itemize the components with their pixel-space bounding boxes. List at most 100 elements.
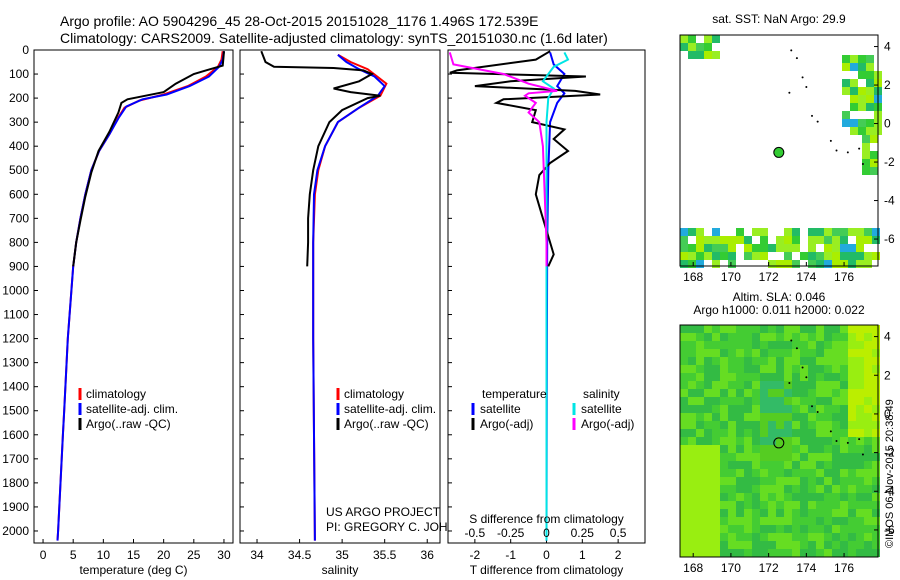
sla-cell (736, 493, 744, 501)
sla-cell (832, 325, 840, 333)
sla-cell (832, 389, 840, 397)
sla-cell (872, 525, 880, 533)
sst_map-frame (679, 34, 879, 267)
sst-cell (744, 252, 752, 260)
depth-tick-label: 1100 (3, 308, 29, 322)
sla-cell (856, 405, 864, 413)
sla-cell (816, 429, 824, 437)
sla-cell (688, 341, 696, 349)
sla-cell (776, 525, 784, 533)
sla-cell (776, 485, 784, 493)
sla-cell (680, 397, 688, 405)
sla-cell (736, 429, 744, 437)
sla-cell (816, 381, 824, 389)
sla-cell (864, 341, 872, 349)
sla-cell (760, 405, 768, 413)
sla-cell (816, 397, 824, 405)
sla-cell (704, 549, 712, 557)
sla-cell (744, 469, 752, 477)
sla-cell (736, 413, 744, 421)
sst-cell (704, 236, 712, 244)
sla-cell (728, 325, 736, 333)
sla-cell (752, 445, 760, 453)
difference-series-s-argo-adj- (448, 52, 558, 267)
sst-cell (816, 228, 824, 236)
sst-cell (862, 135, 870, 143)
sla-cell (768, 429, 776, 437)
sla-cell (872, 405, 880, 413)
sla-cell (832, 349, 840, 357)
sla-cell (808, 541, 816, 549)
sla-cell (728, 493, 736, 501)
sst-cell (784, 236, 792, 244)
sla-cell (832, 533, 840, 541)
sla-cell (720, 541, 728, 549)
sla-cell (856, 349, 864, 357)
sla-cell (688, 517, 696, 525)
sla-cell (856, 413, 864, 421)
sla-cell (712, 397, 720, 405)
credit-text: PI: GREGORY C. JOHNSON (326, 520, 482, 534)
sla-cell (752, 533, 760, 541)
sla-cell (728, 333, 736, 341)
sst-cell (866, 95, 874, 103)
sla-cell (824, 461, 832, 469)
sla-cell (792, 413, 800, 421)
sla-cell (760, 533, 768, 541)
sla-cell (696, 525, 704, 533)
sla-cell (728, 373, 736, 381)
sst-cell (680, 35, 688, 43)
chart-title-line-2: Climatology: CARS2009. Satellite-adjuste… (60, 30, 608, 46)
sla-cell (728, 349, 736, 357)
sst-cell (872, 236, 880, 244)
depth-tick-label: 1300 (2, 356, 29, 370)
sla-cell (776, 453, 784, 461)
depth-tick-label: 500 (9, 163, 29, 177)
sla-cell (744, 421, 752, 429)
sla-cell (784, 541, 792, 549)
sst-cell (768, 244, 776, 252)
sst-cell (680, 252, 688, 260)
sla-cell (680, 517, 688, 525)
depth-tick-label: 2000 (2, 524, 29, 538)
sla-cell (784, 389, 792, 397)
sla-cell (832, 405, 840, 413)
sla-cell (704, 421, 712, 429)
sla-cell (872, 533, 880, 541)
sla-cell (856, 541, 864, 549)
sla-cell (808, 437, 816, 445)
sla-cell (728, 421, 736, 429)
sla_map-ytick-label: -4 (884, 484, 895, 498)
sst-cell (870, 151, 878, 159)
island-dot (790, 339, 793, 342)
sst-cell (866, 71, 874, 79)
sla-cell (840, 349, 848, 357)
temperature-frame (33, 49, 234, 544)
sst-cell (728, 236, 736, 244)
sla-cell (776, 325, 784, 333)
sla-cell (728, 437, 736, 445)
sla-cell (856, 389, 864, 397)
sla-cell (744, 501, 752, 509)
salinity-legend-label: climatology (344, 387, 404, 401)
sst-cell (866, 103, 874, 111)
sla-cell (728, 525, 736, 533)
sla-cell (816, 533, 824, 541)
sla-cell (696, 509, 704, 517)
sla-cell (744, 541, 752, 549)
sla-cell (816, 325, 824, 333)
sla-cell (704, 493, 712, 501)
sst_map-ytick-label: 4 (884, 40, 891, 54)
sla-cell (808, 477, 816, 485)
sla-cell (792, 349, 800, 357)
sla-cell (824, 549, 832, 557)
sla-cell (824, 541, 832, 549)
sla-cell (848, 365, 856, 373)
sla-cell (712, 445, 720, 453)
sst-cell (856, 244, 864, 252)
sla-cell (752, 373, 760, 381)
sla-cell (832, 549, 840, 557)
sla-cell (744, 333, 752, 341)
sst_map-title: sat. SST: NaN Argo: 29.9 (712, 12, 846, 26)
sla-cell (720, 453, 728, 461)
